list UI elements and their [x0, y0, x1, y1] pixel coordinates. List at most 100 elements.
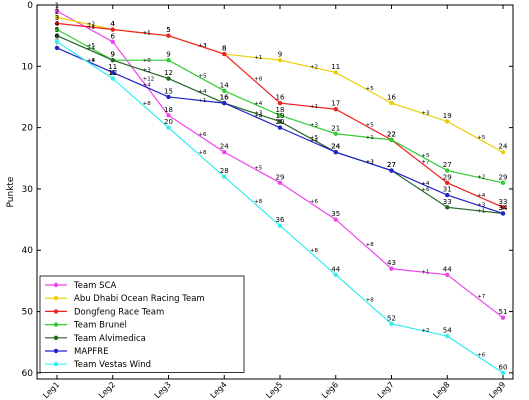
legend-item: Abu Dhabi Ocean Racing Team [45, 294, 205, 304]
legend-label: Abu Dhabi Ocean Racing Team [74, 294, 205, 304]
data-label: 19 [443, 112, 452, 120]
delta-label: +1 [310, 104, 318, 110]
data-label: 22 [387, 130, 396, 138]
data-point [500, 149, 506, 155]
data-point [222, 51, 227, 57]
legend-marker [53, 348, 59, 354]
y-tick-label: 60 [22, 369, 34, 379]
data-point [445, 168, 450, 173]
data-label: 24 [220, 143, 229, 151]
delta-label: +8 [366, 242, 375, 248]
data-point [500, 370, 506, 376]
y-tick-label: 30 [22, 185, 34, 195]
data-label: 54 [443, 327, 452, 335]
data-label: 29 [276, 173, 285, 181]
delta-label: +3 [198, 43, 207, 49]
data-point [500, 211, 506, 216]
data-label: 6 [55, 32, 60, 40]
data-point [166, 57, 171, 63]
data-label: 27 [387, 161, 396, 169]
data-point [110, 39, 115, 44]
data-label: 12 [108, 69, 117, 77]
data-label: 27 [387, 161, 396, 169]
data-label: 8 [222, 45, 226, 53]
data-point [166, 76, 171, 81]
data-label: 14 [220, 81, 229, 89]
data-point [54, 45, 60, 51]
data-point [277, 119, 283, 124]
data-label: 2 [55, 8, 59, 16]
data-label: 43 [387, 259, 396, 267]
delta-label: +1 [477, 208, 485, 214]
delta-label: +4 [421, 181, 430, 187]
data-label: 9 [166, 51, 170, 59]
delta-label: +5 [366, 123, 375, 129]
data-point [54, 8, 60, 14]
data-label: 4 [111, 20, 116, 28]
y-axis: 0 10 20 30 40 50 60 [22, 1, 513, 379]
legend-item: Team SCA [45, 281, 116, 291]
data-point [389, 100, 394, 106]
data-point [333, 272, 338, 277]
delta-label: +3 [310, 123, 319, 129]
delta-label: +2 [477, 175, 485, 181]
delta-label: +4 [143, 83, 152, 89]
data-point [277, 113, 283, 118]
data-label: 19 [276, 112, 285, 120]
data-point [277, 180, 283, 186]
delta-label: +6 [477, 352, 486, 358]
x-tick-label: Leg5 [264, 380, 284, 400]
legend-label: Team Vestas Wind [73, 360, 151, 370]
data-point [54, 15, 60, 20]
data-label: 16 [276, 94, 285, 102]
delta-label: +2 [310, 64, 318, 70]
data-label: 9 [111, 51, 115, 59]
data-point [54, 33, 60, 38]
data-point [222, 88, 227, 94]
data-label: 18 [276, 106, 285, 114]
data-label: 44 [331, 265, 340, 273]
x-tick-label: Leg7 [376, 380, 396, 400]
delta-label: +5 [198, 74, 207, 80]
data-point [166, 33, 171, 38]
data-label: 15 [164, 87, 173, 95]
y-tick-label: 40 [22, 246, 34, 256]
data-point [166, 125, 171, 130]
data-point [445, 180, 450, 186]
x-tick-label: Leg4 [209, 380, 229, 400]
data-point [445, 192, 450, 198]
data-point [445, 119, 450, 124]
delta-label: +3 [198, 43, 207, 49]
data-label: 9 [111, 51, 115, 59]
data-point [389, 321, 394, 327]
data-label: 36 [276, 216, 285, 224]
data-label: 35 [331, 210, 340, 218]
delta-label: +3 [254, 110, 263, 116]
x-tick-label: Leg2 [97, 380, 117, 400]
legend-label: Team Alvimedica [73, 334, 146, 344]
data-point [445, 205, 450, 210]
delta-label: +4 [254, 113, 263, 119]
data-point [222, 174, 227, 179]
data-label: 29 [443, 173, 452, 181]
data-label: 28 [220, 167, 229, 175]
delta-label: +2 [87, 21, 95, 27]
delta-label: +8 [366, 297, 375, 303]
data-point [222, 100, 227, 106]
data-point [54, 39, 60, 44]
legend-label: Dongfeng Race Team [74, 307, 164, 317]
data-point [500, 205, 506, 210]
data-label: 8 [222, 45, 226, 53]
delta-label: +6 [310, 199, 319, 205]
data-label: 3 [55, 14, 59, 22]
delta-label: +5 [310, 135, 319, 141]
data-label: 16 [387, 94, 396, 102]
data-point [277, 57, 283, 63]
legend-marker [53, 282, 59, 288]
data-label: 18 [164, 106, 173, 114]
data-point [277, 125, 283, 130]
delta-label: +4 [198, 89, 207, 95]
data-point [110, 76, 115, 81]
data-label: 22 [387, 130, 396, 138]
legend-item: Team Brunel [45, 321, 127, 331]
